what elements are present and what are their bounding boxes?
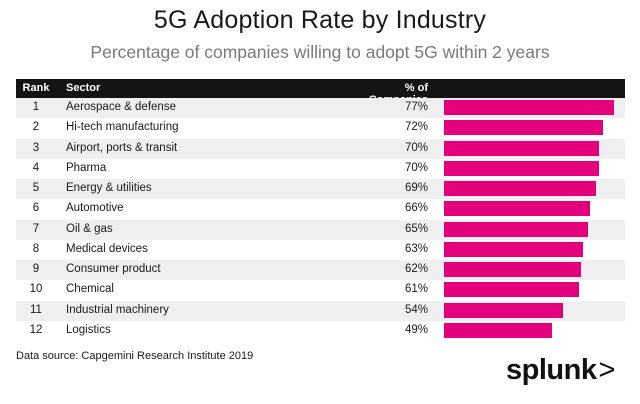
logo-arrow-icon: > bbox=[598, 354, 615, 386]
sector-cell: Industrial machinery bbox=[66, 303, 169, 316]
chart-subtitle: Percentage of companies willing to adopt… bbox=[90, 42, 550, 62]
table-row: 8 Medical devices 63% bbox=[16, 239, 625, 260]
pct-label: 49% bbox=[404, 323, 428, 336]
header-sector: Sector bbox=[66, 82, 101, 94]
table-row: 5 Energy & utilities 69% bbox=[16, 179, 625, 200]
rank-cell: 7 bbox=[32, 222, 40, 235]
logo-text: splunk bbox=[506, 354, 597, 386]
bar-9 bbox=[444, 262, 581, 277]
pct-label: 54% bbox=[404, 303, 428, 316]
rank-cell: 6 bbox=[32, 202, 40, 215]
sector-cell: Medical devices bbox=[66, 242, 148, 255]
table-row: 4 Pharma 70% bbox=[16, 158, 625, 179]
sector-cell: Logistics bbox=[66, 323, 111, 336]
table-row: 11 Industrial machinery 54% bbox=[16, 300, 625, 321]
header-rank: Rank bbox=[22, 82, 50, 94]
bar-10 bbox=[444, 282, 579, 298]
rank-cell: 9 bbox=[32, 263, 40, 275]
rank-cell: 3 bbox=[32, 141, 40, 154]
rank-cell: 4 bbox=[32, 161, 40, 174]
bar-11 bbox=[444, 302, 564, 318]
table-row: 1 Aerospace & defense 77% bbox=[16, 98, 625, 119]
bar-12 bbox=[444, 322, 553, 338]
rank-cell: 10 bbox=[29, 283, 43, 296]
sector-cell: Energy & utilities bbox=[66, 182, 152, 194]
table-row: 7 Oil & gas 65% bbox=[16, 219, 625, 240]
table-row: 10 Chemical 61% bbox=[16, 280, 625, 301]
table-row: 9 Consumer product 62% bbox=[16, 260, 625, 281]
rank-cell: 12 bbox=[29, 323, 43, 336]
sector-cell: Automotive bbox=[66, 202, 124, 215]
bar-1 bbox=[444, 100, 614, 115]
pct-label: 70% bbox=[404, 141, 428, 154]
rank-cell: 11 bbox=[30, 303, 42, 316]
pct-label: 70% bbox=[404, 161, 428, 174]
pct-label: 72% bbox=[404, 121, 428, 134]
sector-cell: Pharma bbox=[66, 161, 107, 174]
table-row: 12 Logistics 49% bbox=[16, 320, 625, 341]
sector-cell: Hi-tech manufacturing bbox=[66, 121, 179, 134]
chart-title: 5G Adoption Rate by Industry bbox=[153, 6, 487, 34]
bar-3 bbox=[444, 140, 599, 156]
pct-label: 69% bbox=[404, 182, 428, 194]
rank-cell: 5 bbox=[32, 182, 40, 194]
sector-cell: Chemical bbox=[66, 283, 114, 296]
table-row: 6 Automotive 66% bbox=[16, 199, 625, 220]
splunk-logo: splunk> bbox=[506, 354, 615, 387]
table-header: Rank Sector % of Companies bbox=[16, 79, 625, 106]
data-table: Rank Sector % of Companies 1 Aerospace & … bbox=[16, 79, 625, 341]
bar-7 bbox=[444, 221, 588, 237]
pct-label: 65% bbox=[404, 222, 428, 235]
sector-cell: Aerospace & defense bbox=[66, 101, 176, 113]
pct-label: 66% bbox=[404, 202, 428, 215]
table-body: 1 Aerospace & defense 77% 2 Hi-tech manufact… bbox=[16, 98, 625, 341]
sector-cell: Consumer product bbox=[66, 263, 161, 275]
pct-label: 63% bbox=[404, 242, 428, 255]
rank-cell: 2 bbox=[32, 121, 40, 134]
pct-label: 77% bbox=[404, 101, 428, 113]
bar-8 bbox=[444, 241, 584, 257]
bar-4 bbox=[444, 160, 599, 176]
bar-5 bbox=[444, 181, 597, 196]
table-row: 2 Hi-tech manufacturing 72% bbox=[16, 118, 625, 139]
sector-cell: Oil & gas bbox=[66, 222, 113, 235]
table-row: 3 Airport, ports & transit 70% bbox=[16, 138, 625, 159]
rank-cell: 1 bbox=[32, 101, 40, 113]
rank-cell: 8 bbox=[32, 242, 40, 255]
bar-6 bbox=[444, 201, 590, 217]
bar-2 bbox=[444, 120, 603, 136]
pct-label: 62% bbox=[404, 263, 428, 275]
data-source: Data source: Capgemini Research Institut… bbox=[16, 350, 254, 362]
pct-label: 61% bbox=[404, 283, 428, 296]
sector-cell: Airport, ports & transit bbox=[66, 141, 178, 154]
